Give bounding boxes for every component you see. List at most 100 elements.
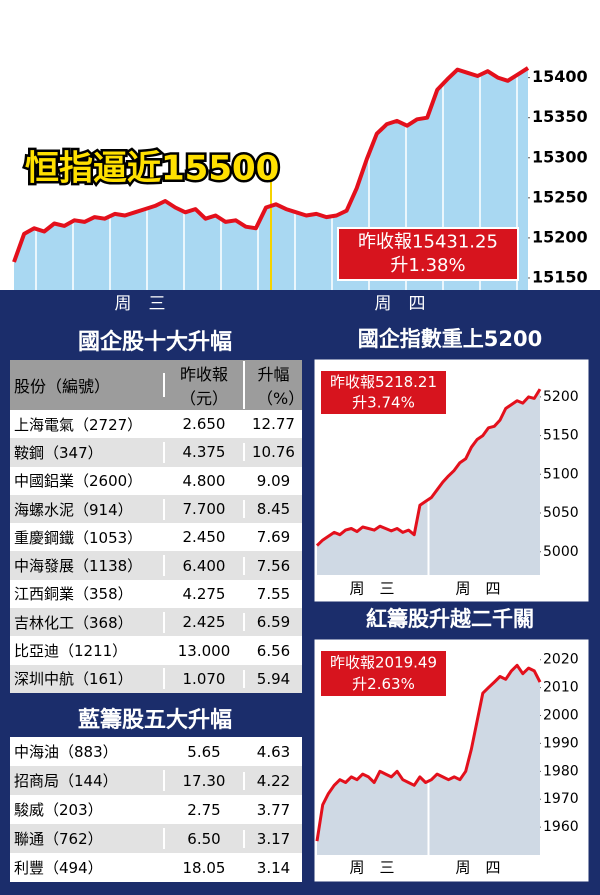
table-row: 江西銅業（358） 4.275 7.55 bbox=[10, 579, 302, 609]
table-cell: 吉林化工（368） bbox=[10, 611, 165, 633]
table-row: 重慶鋼鐵（1053） 2.450 7.69 bbox=[10, 523, 302, 552]
annotation-text: 升3.74% bbox=[352, 393, 415, 411]
y-tick-label: 2000 bbox=[543, 708, 579, 724]
table-cell: 5.65 bbox=[165, 742, 245, 761]
y-tick-label: 1970 bbox=[543, 791, 579, 807]
table-cell: 招商局（144） bbox=[10, 770, 165, 791]
table: 中海油（883） 5.65 4.63 招商局（144） 17.30 4.22 駿威（203）… bbox=[10, 737, 302, 882]
table-cell: 3.77 bbox=[256, 800, 291, 819]
x-label: 周 三 bbox=[349, 859, 394, 877]
table-cell: 利豐（494） bbox=[10, 857, 165, 878]
chart-title: 紅籌股升越二千關 bbox=[366, 607, 534, 631]
y-tick-label: 2020 bbox=[543, 652, 579, 668]
y-tick-label: 5100 bbox=[543, 466, 579, 482]
y-tick-label: 2010 bbox=[543, 680, 579, 696]
area bbox=[317, 665, 540, 855]
annotation-text: 昨收報5218.21 bbox=[330, 373, 437, 391]
table: 股份（編號） 昨收報（元） 升幅（%） 上海電氣（2727） 2.650 12.77 鞍鋼（… bbox=[10, 360, 305, 693]
y-tick-label: 5050 bbox=[543, 505, 579, 521]
header-cell: 昨收報（元） bbox=[165, 361, 245, 409]
table-cell: 9.09 bbox=[256, 471, 291, 490]
table-cell: 7.69 bbox=[256, 528, 291, 547]
header-cell: 股份（編號） bbox=[10, 373, 165, 397]
annotation-text: 升1.38% bbox=[390, 255, 465, 276]
table-row: 上海電氣（2727） 2.650 12.77 bbox=[10, 410, 302, 439]
table-row: 中國鋁業（2600） 4.800 9.09 bbox=[10, 466, 302, 495]
table-title: 國企股十大升幅 bbox=[77, 330, 232, 355]
table-cell: 7.56 bbox=[256, 556, 291, 575]
table-cell: 2.75 bbox=[165, 800, 245, 819]
table-cell: 4.22 bbox=[256, 771, 291, 790]
line bbox=[12, 66, 530, 263]
x-label: 周 四 bbox=[455, 859, 500, 877]
y-tick-label: 15200 bbox=[532, 227, 588, 246]
annotation-text: 昨收報2019.49 bbox=[330, 654, 437, 672]
table-cell: 6.59 bbox=[256, 613, 291, 632]
table-cell: 中國鋁業（2600） bbox=[10, 470, 165, 492]
y-tick-label: 15300 bbox=[532, 147, 588, 166]
table-row: 比亞迪（1211） 13.000 6.56 bbox=[10, 636, 302, 665]
table-cell: 深圳中航（161） bbox=[10, 668, 165, 690]
table-cell: 比亞迪（1211） bbox=[10, 640, 165, 662]
chart-title: 恒指逼近15500 bbox=[25, 149, 279, 189]
table-cell: 4.800 bbox=[165, 471, 245, 490]
y-tick-label: 1980 bbox=[543, 763, 579, 779]
y-tick-label: 1960 bbox=[543, 819, 579, 835]
annotation-text: 昨收報15431.25 bbox=[358, 232, 498, 253]
x-label: 周 三 bbox=[349, 580, 394, 598]
table-cell: 18.05 bbox=[165, 858, 245, 877]
x-label: 周 四 bbox=[375, 294, 426, 314]
y-tick-label: 5000 bbox=[543, 544, 579, 560]
annotation-box bbox=[319, 369, 448, 416]
table-row: 中海發展（1138） 6.400 7.56 bbox=[10, 551, 302, 580]
table-cell: 駿威（203） bbox=[10, 799, 165, 820]
table-cell: 6.56 bbox=[256, 641, 291, 660]
table-row: 深圳中航（161） 1.070 5.94 bbox=[10, 664, 302, 693]
table-row: 駿威（203） 2.75 3.77 bbox=[10, 795, 302, 824]
table-cell: 6.50 bbox=[165, 829, 245, 848]
table-cell: 4.275 bbox=[165, 584, 245, 603]
table-cell: 鞍鋼（347） bbox=[10, 441, 165, 463]
y-tick-label: 5150 bbox=[543, 428, 579, 444]
table-cell: 3.17 bbox=[256, 829, 291, 848]
table-cell: 海螺水泥（914） bbox=[10, 498, 165, 520]
table-cell: 上海電氣（2727） bbox=[10, 413, 165, 435]
table-cell: 7.700 bbox=[165, 500, 245, 519]
y-tick-label: 1990 bbox=[543, 735, 579, 751]
y-tick-label: 15250 bbox=[532, 187, 588, 206]
table-cell: 2.650 bbox=[165, 415, 245, 434]
table-cell: 重慶鋼鐵（1053） bbox=[10, 526, 165, 548]
table-cell: 江西銅業（358） bbox=[10, 583, 165, 605]
x-band bbox=[0, 290, 600, 318]
table-cell: 8.45 bbox=[256, 500, 291, 519]
table-cell: 3.14 bbox=[256, 858, 291, 877]
line bbox=[315, 663, 542, 842]
table-row: 中海油（883） 5.65 4.63 bbox=[10, 737, 302, 766]
line bbox=[315, 388, 542, 547]
table-row: 吉林化工（368） 2.425 6.59 bbox=[10, 608, 302, 637]
chart: 5000 5050 5100 5150 5200 周 三 周 四 國企指數重上5200 昨收報5… bbox=[311, 327, 592, 605]
chart: 1960 1970 1980 1990 2000 2010 2020 周 三 周 四 紅籌股升越二… bbox=[311, 607, 592, 885]
table-title: 藍籌股五大升幅 bbox=[77, 708, 232, 733]
annotation-box bbox=[319, 649, 448, 698]
annotation-text: 升2.63% bbox=[352, 675, 415, 693]
table-cell: 10.76 bbox=[252, 443, 295, 462]
table-cell: 6.400 bbox=[165, 556, 245, 575]
x-label: 周 四 bbox=[455, 580, 500, 598]
table-cell: 中海油（883） bbox=[10, 741, 165, 762]
header-cell: 升幅（%） bbox=[257, 365, 305, 408]
chart: 15150 15200 15250 15300 15350 15400 周 三 周 四 恒指逼近… bbox=[0, 0, 600, 314]
chart-title: 國企指數重上5200 bbox=[358, 327, 542, 351]
table-cell: 中海發展（1138） bbox=[10, 555, 165, 577]
table-cell: 13.000 bbox=[165, 641, 245, 660]
table-cell: 4.63 bbox=[256, 742, 291, 761]
table-cell: 17.30 bbox=[165, 771, 245, 790]
annotation-box bbox=[337, 227, 519, 281]
table-cell: 5.94 bbox=[256, 669, 291, 688]
table-row: 招商局（144） 17.30 4.22 bbox=[10, 766, 302, 795]
y-tick-label: 5200 bbox=[543, 389, 579, 405]
table-cell: 2.450 bbox=[165, 528, 245, 547]
table-cell: 1.070 bbox=[165, 669, 245, 688]
table-cell: 聯通（762） bbox=[10, 828, 165, 849]
